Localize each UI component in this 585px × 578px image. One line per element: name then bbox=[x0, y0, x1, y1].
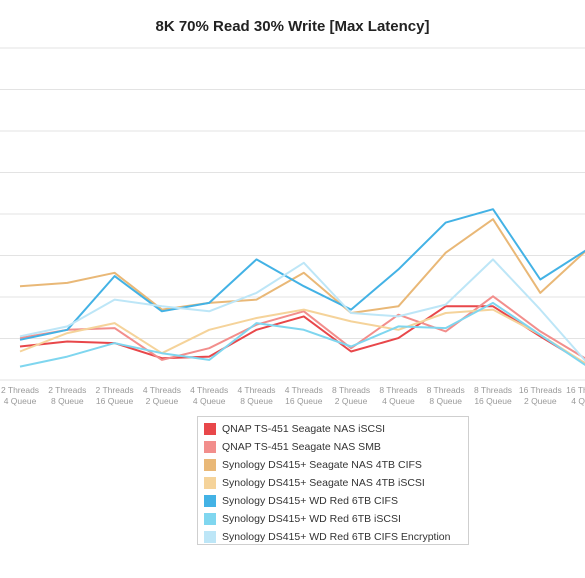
chart-title: 8K 70% Read 30% Write [Max Latency] bbox=[155, 18, 430, 35]
legend-swatch bbox=[204, 513, 216, 525]
legend-item[interactable]: QNAP TS-451 Seagate NAS iSCSI bbox=[204, 420, 468, 438]
series-line-7 bbox=[19, 258, 585, 362]
legend: QNAP TS-451 Seagate NAS iSCSI QNAP TS-451… bbox=[197, 416, 469, 545]
series-line-4 bbox=[19, 308, 585, 365]
legend-label: QNAP TS-451 Seagate NAS iSCSI bbox=[222, 423, 386, 435]
legend-item[interactable]: QNAP TS-451 Seagate NAS SMB bbox=[204, 438, 468, 456]
legend-swatch bbox=[204, 441, 216, 453]
series-lines bbox=[19, 208, 585, 368]
legend-item[interactable]: Synology DS415+ WD Red 6TB CIFS Encrypti… bbox=[204, 528, 468, 546]
legend-label: Synology DS415+ WD Red 6TB CIFS Encrypti… bbox=[222, 531, 451, 543]
x-tick-label: 4 Threads 4 Queue bbox=[190, 385, 228, 406]
x-tick-label: 4 Threads 16 Queue bbox=[285, 385, 323, 406]
series-line-1 bbox=[19, 305, 585, 365]
legend-swatch bbox=[204, 423, 216, 435]
series-line-3 bbox=[19, 218, 585, 314]
x-tick-label: 8 Threads 16 Queue bbox=[474, 385, 512, 406]
legend-item[interactable]: Synology DS415+ WD Red 6TB iSCSI bbox=[204, 510, 468, 528]
legend-item[interactable]: Synology DS415+ WD Red 6TB CIFS bbox=[204, 492, 468, 510]
x-tick-label: 16 Threads 2 Queue bbox=[519, 385, 562, 406]
legend-label: Synology DS415+ Seagate NAS 4TB iSCSI bbox=[222, 477, 425, 489]
x-tick-label: 8 Threads 4 Queue bbox=[379, 385, 417, 406]
legend-swatch bbox=[204, 495, 216, 507]
x-axis-tick-labels: 2 Threads 4 Queue 2 Threads 8 Queue 2 Thread… bbox=[1, 385, 585, 406]
legend-item[interactable]: Synology DS415+ Seagate NAS 4TB iSCSI bbox=[204, 474, 468, 492]
legend-item[interactable]: Synology DS415+ Seagate NAS 4TB CIFS bbox=[204, 456, 468, 474]
x-tick-label: 2 Threads 16 Queue bbox=[96, 385, 134, 406]
series-line-5 bbox=[19, 208, 585, 341]
legend-swatch bbox=[204, 459, 216, 471]
legend-label: Synology DS415+ WD Red 6TB iSCSI bbox=[222, 513, 401, 525]
x-tick-label: 2 Threads 8 Queue bbox=[48, 385, 86, 406]
series-line-6 bbox=[19, 301, 585, 368]
legend-swatch bbox=[204, 477, 216, 489]
legend-label: QNAP TS-451 Seagate NAS SMB bbox=[222, 441, 381, 453]
legend-swatch bbox=[204, 531, 216, 543]
legend-label: Synology DS415+ WD Red 6TB CIFS bbox=[222, 495, 398, 507]
x-tick-label: 2 Threads 4 Queue bbox=[1, 385, 39, 406]
x-tick-label: 8 Threads 8 Queue bbox=[427, 385, 465, 406]
x-tick-label: 8 Threads 2 Queue bbox=[332, 385, 370, 406]
line-chart: 2 Threads 4 Queue 2 Threads 8 Queue 2 Thread… bbox=[0, 47, 585, 406]
legend-label: Synology DS415+ Seagate NAS 4TB CIFS bbox=[222, 459, 422, 471]
gridlines bbox=[0, 47, 585, 381]
x-tick-label: 4 Threads 8 Queue bbox=[237, 385, 275, 406]
x-tick-label: 4 Threads 2 Queue bbox=[143, 385, 181, 406]
series-line-2 bbox=[19, 295, 585, 361]
